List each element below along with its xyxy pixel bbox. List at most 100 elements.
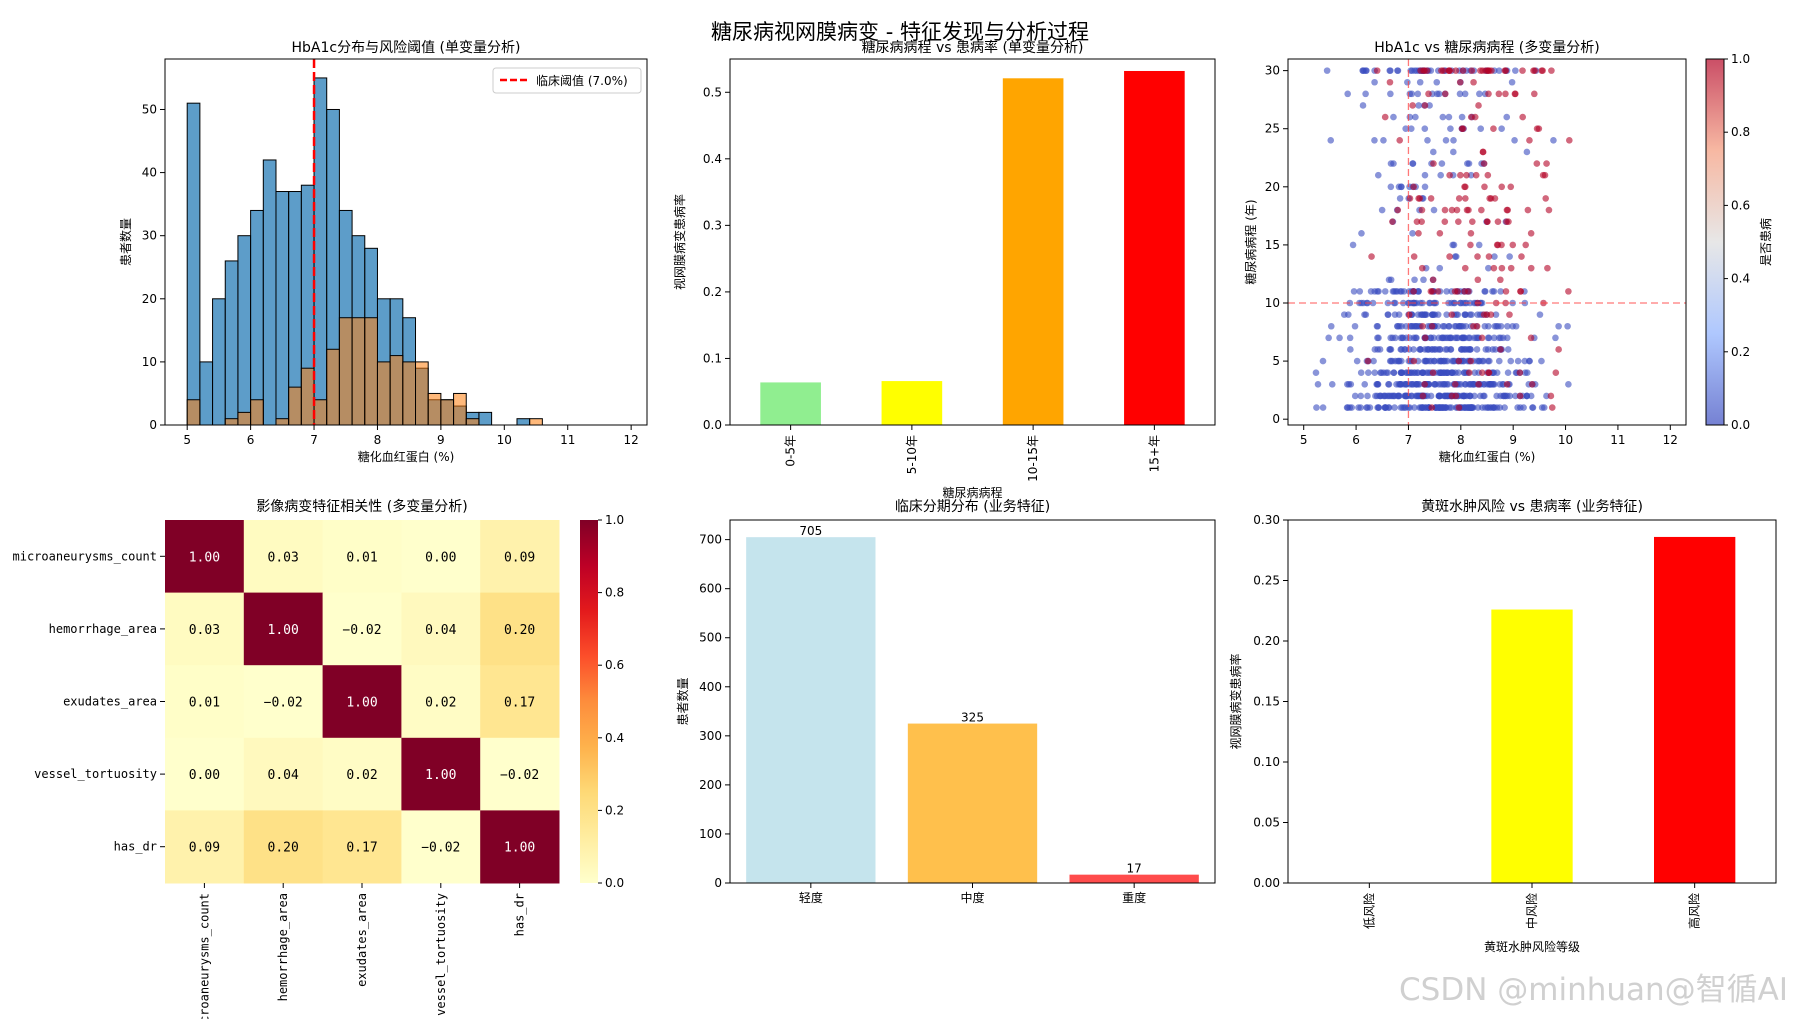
x-tick-label: 低风险 bbox=[1361, 893, 1376, 929]
scatter-point-no-dr bbox=[1314, 381, 1322, 388]
y-axis-label: 视网膜病变患病率 bbox=[672, 194, 687, 290]
scatter-point-no-dr bbox=[1450, 357, 1457, 365]
scatter-point-dr bbox=[1428, 322, 1436, 330]
heatmap-cell bbox=[322, 810, 402, 884]
heatmap-cell-label: 0.00 bbox=[425, 550, 456, 565]
scatter-point-no-dr bbox=[1344, 90, 1351, 98]
hist-bar-dr bbox=[529, 418, 543, 426]
heatmap-cell bbox=[480, 592, 560, 666]
bar bbox=[1491, 609, 1573, 883]
scatter-point-dr bbox=[1519, 67, 1526, 74]
scatter-point-dr bbox=[1507, 183, 1515, 191]
scatter-point-dr bbox=[1480, 311, 1488, 318]
scatter-point-dr bbox=[1480, 160, 1488, 167]
scatter-point-no-dr bbox=[1374, 288, 1381, 295]
scatter-point-dr bbox=[1429, 276, 1437, 284]
scatter-point-no-dr bbox=[1467, 171, 1475, 179]
hist-bar-dr bbox=[300, 367, 315, 426]
hist-bar-dr bbox=[186, 399, 201, 426]
scatter-point-no-dr bbox=[1439, 113, 1447, 121]
heatmap-cell bbox=[322, 665, 402, 739]
scatter-point-no-dr bbox=[1351, 392, 1359, 400]
x-tick-label: 11 bbox=[560, 433, 575, 447]
scatter-point-no-dr bbox=[1394, 67, 1401, 74]
bar bbox=[1124, 70, 1185, 425]
scatter-point-no-dr bbox=[1392, 334, 1399, 342]
x-tick-label: 15+年 bbox=[1147, 435, 1161, 472]
y-tick-label: 10 bbox=[142, 355, 157, 369]
scatter-point-dr bbox=[1552, 369, 1560, 377]
scatter-point-dr bbox=[1406, 195, 1414, 202]
scatter-point-dr bbox=[1490, 125, 1497, 133]
scatter-point-no-dr bbox=[1447, 125, 1454, 133]
scatter-point-no-dr bbox=[1364, 392, 1371, 400]
scatter-point-no-dr bbox=[1426, 102, 1433, 109]
scatter-point-no-dr bbox=[1404, 78, 1411, 86]
scatter-point-no-dr bbox=[1358, 229, 1365, 237]
heatmap-cell-label: −0.02 bbox=[342, 623, 381, 638]
scatter-point-dr bbox=[1526, 137, 1533, 144]
scatter-point-no-dr bbox=[1520, 404, 1527, 411]
scatter-point-no-dr bbox=[1458, 113, 1466, 121]
figure-title: 糖尿病视网膜病变 - 特征发现与分析过程 bbox=[711, 20, 1089, 44]
scatter-point-dr bbox=[1428, 404, 1436, 411]
scatter-point-dr bbox=[1527, 264, 1535, 272]
scatter-point-no-dr bbox=[1443, 311, 1450, 318]
scatter-point-no-dr bbox=[1512, 67, 1519, 74]
scatter-point-dr bbox=[1467, 113, 1475, 121]
y-axis-label: 患者数量 bbox=[675, 677, 690, 725]
scatter-point-dr bbox=[1565, 288, 1572, 295]
scatter-point-dr bbox=[1474, 276, 1482, 284]
scatter-point-no-dr bbox=[1415, 102, 1422, 109]
scatter-point-dr bbox=[1516, 369, 1524, 377]
scatter-point-no-dr bbox=[1514, 357, 1522, 365]
scatter-point-no-dr bbox=[1313, 404, 1320, 411]
scatter-point-no-dr bbox=[1398, 369, 1406, 377]
heatmap-cell-label: 1.00 bbox=[189, 550, 220, 565]
scatter-point-no-dr bbox=[1449, 241, 1456, 249]
scatter-point-no-dr bbox=[1496, 404, 1504, 411]
scatter-point-no-dr bbox=[1540, 404, 1548, 411]
scatter-point-dr bbox=[1446, 253, 1453, 260]
scatter-point-no-dr bbox=[1441, 334, 1449, 342]
scatter-point-dr bbox=[1566, 137, 1573, 144]
scatter-point-no-dr bbox=[1394, 322, 1402, 330]
scatter-point-no-dr bbox=[1430, 357, 1438, 365]
hist-bar-dr bbox=[427, 392, 442, 426]
scatter-point-dr bbox=[1458, 125, 1466, 133]
x-tick-label: 高风险 bbox=[1687, 893, 1702, 929]
y-tick-label: 0.2 bbox=[703, 285, 722, 299]
heatmap-cell bbox=[322, 737, 402, 811]
scatter-point-no-dr bbox=[1523, 148, 1531, 156]
scatter-point-dr bbox=[1448, 392, 1456, 400]
scatter-point-dr bbox=[1519, 113, 1526, 121]
heatmap-cell bbox=[480, 737, 560, 811]
scatter-point-no-dr bbox=[1421, 357, 1428, 365]
scatter-point-dr bbox=[1497, 346, 1504, 353]
scatter-point-dr bbox=[1465, 369, 1473, 377]
scatter-point-no-dr bbox=[1409, 229, 1416, 237]
colorbar-tick-label: 0.2 bbox=[1731, 345, 1750, 359]
x-tick-label: 10-15年 bbox=[1026, 435, 1040, 482]
y-tick-label: 20 bbox=[142, 292, 157, 306]
x-tick-label: 11 bbox=[1610, 433, 1625, 447]
scatter-point-no-dr bbox=[1474, 404, 1482, 411]
scatter-point-no-dr bbox=[1391, 404, 1398, 411]
scatter-point-dr bbox=[1527, 229, 1535, 237]
scatter-point-no-dr bbox=[1385, 276, 1393, 284]
scatter-point-dr bbox=[1469, 218, 1476, 225]
scatter-point-no-dr bbox=[1411, 404, 1418, 411]
scatter-point-no-dr bbox=[1386, 346, 1393, 353]
scatter-point-dr bbox=[1419, 322, 1426, 330]
scatter-point-no-dr bbox=[1444, 357, 1451, 365]
scatter-point-no-dr bbox=[1362, 90, 1369, 98]
scatter-point-no-dr bbox=[1485, 264, 1492, 272]
x-tick-label: 10 bbox=[1558, 433, 1573, 447]
scatter-point-dr bbox=[1479, 148, 1487, 156]
hist-bar-dr bbox=[415, 361, 429, 426]
scatter-point-no-dr bbox=[1390, 113, 1397, 121]
scatter-point-no-dr bbox=[1448, 334, 1455, 342]
scatter-point-no-dr bbox=[1491, 404, 1498, 411]
y-tick-label: 0 bbox=[1272, 412, 1280, 426]
scatter-point-dr bbox=[1505, 218, 1512, 225]
